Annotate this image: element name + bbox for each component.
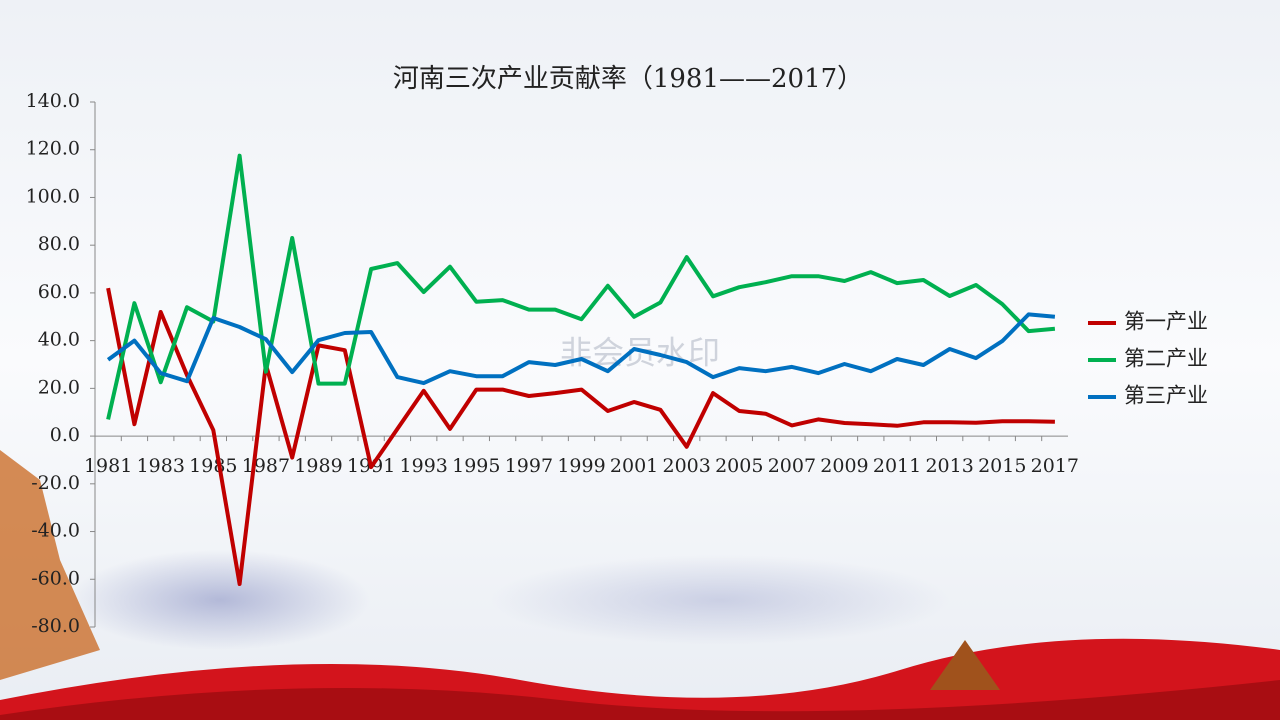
x-tick-label: 1987: [242, 455, 290, 477]
y-tick-label: 0.0: [50, 424, 80, 446]
x-tick-label: 2011: [873, 455, 921, 477]
y-tick-label: 120.0: [26, 138, 80, 160]
x-tick-label: 1999: [557, 455, 605, 477]
x-tick-label: 1993: [400, 455, 448, 477]
y-tick-label: 20.0: [38, 376, 80, 398]
y-tick-label: 80.0: [38, 233, 80, 255]
series-line: [106, 312, 1056, 386]
x-tick-label: 2017: [1031, 455, 1079, 477]
y-tick-label: -40.0: [31, 520, 80, 542]
decor-cloud: [490, 555, 950, 645]
x-tick-label: 1997: [505, 455, 553, 477]
decor-temple: [930, 640, 1000, 690]
x-tick-label: 1983: [137, 455, 185, 477]
x-tick-label: 2007: [768, 455, 816, 477]
x-tick-label: 2005: [715, 455, 763, 477]
legend-label: 第一产业: [1124, 310, 1208, 334]
y-tick-label: 100.0: [26, 185, 80, 207]
y-tick-label: -60.0: [31, 567, 80, 589]
x-tick-label: 2015: [978, 455, 1026, 477]
legend-label: 第二产业: [1124, 347, 1208, 371]
x-tick-label: 2009: [820, 455, 868, 477]
y-tick-label: 140.0: [26, 90, 80, 112]
x-tick-label: 2013: [925, 455, 973, 477]
chart-title: 河南三次产业贡献率（1981——2017）: [393, 64, 863, 94]
decor-cloud: [70, 550, 370, 650]
decor-lion: [0, 450, 100, 680]
y-tick-label: 60.0: [38, 281, 80, 303]
series-line: [106, 153, 1056, 420]
x-tick-label: 1981: [84, 455, 132, 477]
x-tick-label: 2001: [610, 455, 658, 477]
y-tick-label: 40.0: [38, 329, 80, 351]
x-tick-label: 1985: [189, 455, 237, 477]
x-tick-label: 1989: [294, 455, 342, 477]
x-tick-label: 2003: [663, 455, 711, 477]
x-tick-label: 1995: [452, 455, 500, 477]
y-tick-label: -80.0: [31, 615, 80, 637]
decor-ribbon: [0, 680, 1280, 720]
y-tick-label: -20.0: [31, 472, 80, 494]
legend-label: 第三产业: [1124, 384, 1208, 408]
